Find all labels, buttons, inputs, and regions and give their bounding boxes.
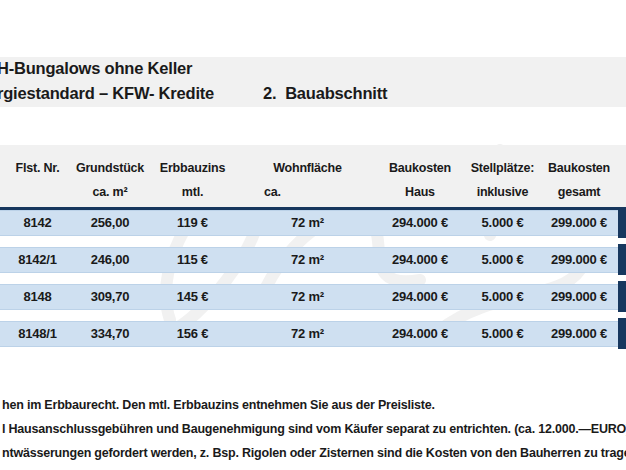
table-right-edge	[618, 244, 626, 275]
table-row: 8148/1 334,70 156 € 72 m² 294.000 € 5.00…	[0, 321, 618, 347]
note-line: hen im Erbbaurecht. Den mtl. Erbbauzins …	[2, 393, 626, 417]
column-header-wohnflaeche: Wohnfläche ca.	[240, 145, 375, 204]
cell-baukosten-gesamt: 299.000 €	[540, 322, 618, 346]
cell-baukosten-haus: 294.000 €	[375, 322, 465, 346]
table-row: 8148 309,70 145 € 72 m² 294.000 € 5.000 …	[0, 284, 618, 310]
cell-stellplaetze: 5.000 €	[465, 248, 540, 272]
cell-erbbauzins: 156 €	[145, 322, 240, 346]
cell-baukosten-haus: 294.000 €	[375, 285, 465, 309]
column-header-grundstueck: Grundstück ca. m²	[75, 145, 145, 204]
table-right-edge	[618, 281, 626, 312]
cell-flst-nr: 8148	[0, 285, 75, 309]
document-page: H-Bungalows ohne Keller rgiestandard – K…	[0, 0, 626, 470]
footnotes: hen im Erbbaurecht. Den mtl. Erbbauzins …	[2, 393, 626, 465]
document-title: H-Bungalows ohne Keller	[0, 59, 192, 78]
table-right-edge	[618, 318, 626, 349]
document-subtitle: rgiestandard – KFW- Kredite	[0, 84, 214, 103]
cell-wohnflaeche: 72 m²	[240, 211, 375, 235]
cell-grundstueck: 309,70	[75, 285, 145, 309]
table-row: 8142 256,00 119 € 72 m² 294.000 € 5.000 …	[0, 210, 618, 236]
column-header-erbbauzins: Erbbauzins mtl.	[145, 145, 240, 204]
cell-stellplaetze: 5.000 €	[465, 211, 540, 235]
table-right-edge	[618, 207, 626, 238]
table-header: Flst. Nr. Grundstück ca. m² Erbbauzins m…	[0, 145, 626, 207]
cell-baukosten-gesamt: 299.000 €	[540, 248, 618, 272]
column-header-stellplaetze: Stellplätze: inklusive	[465, 145, 540, 204]
cell-wohnflaeche: 72 m²	[240, 285, 375, 309]
column-header-baukosten-haus: Baukosten Haus	[375, 145, 465, 204]
cell-erbbauzins: 119 €	[145, 211, 240, 235]
column-header-flst-nr: Flst. Nr.	[0, 145, 75, 204]
cell-flst-nr: 8142/1	[0, 248, 75, 272]
column-header-baukosten-gesamt: Baukosten gesamt	[540, 145, 618, 204]
cell-grundstueck: 334,70	[75, 322, 145, 346]
cell-flst-nr: 8148/1	[0, 322, 75, 346]
note-line: l Hausanschlussgebühren und Baugenehmigu…	[2, 417, 626, 441]
cell-grundstueck: 256,00	[75, 211, 145, 235]
cell-baukosten-gesamt: 299.000 €	[540, 211, 618, 235]
cell-baukosten-haus: 294.000 €	[375, 211, 465, 235]
cell-baukosten-haus: 294.000 €	[375, 248, 465, 272]
table-row: 8142/1 246,00 115 € 72 m² 294.000 € 5.00…	[0, 247, 618, 273]
cell-erbbauzins: 145 €	[145, 285, 240, 309]
cell-stellplaetze: 5.000 €	[465, 285, 540, 309]
cell-flst-nr: 8142	[0, 211, 75, 235]
cell-wohnflaeche: 72 m²	[240, 248, 375, 272]
cell-erbbauzins: 115 €	[145, 248, 240, 272]
cell-stellplaetze: 5.000 €	[465, 322, 540, 346]
note-line: ntwässerungen gefordert werden, z. Bsp. …	[2, 441, 626, 465]
title-band: H-Bungalows ohne Keller rgiestandard – K…	[0, 57, 626, 107]
cell-wohnflaeche: 72 m²	[240, 322, 375, 346]
cell-grundstueck: 246,00	[75, 248, 145, 272]
cell-baukosten-gesamt: 299.000 €	[540, 285, 618, 309]
section-label: 2. Bauabschnitt	[263, 84, 387, 103]
